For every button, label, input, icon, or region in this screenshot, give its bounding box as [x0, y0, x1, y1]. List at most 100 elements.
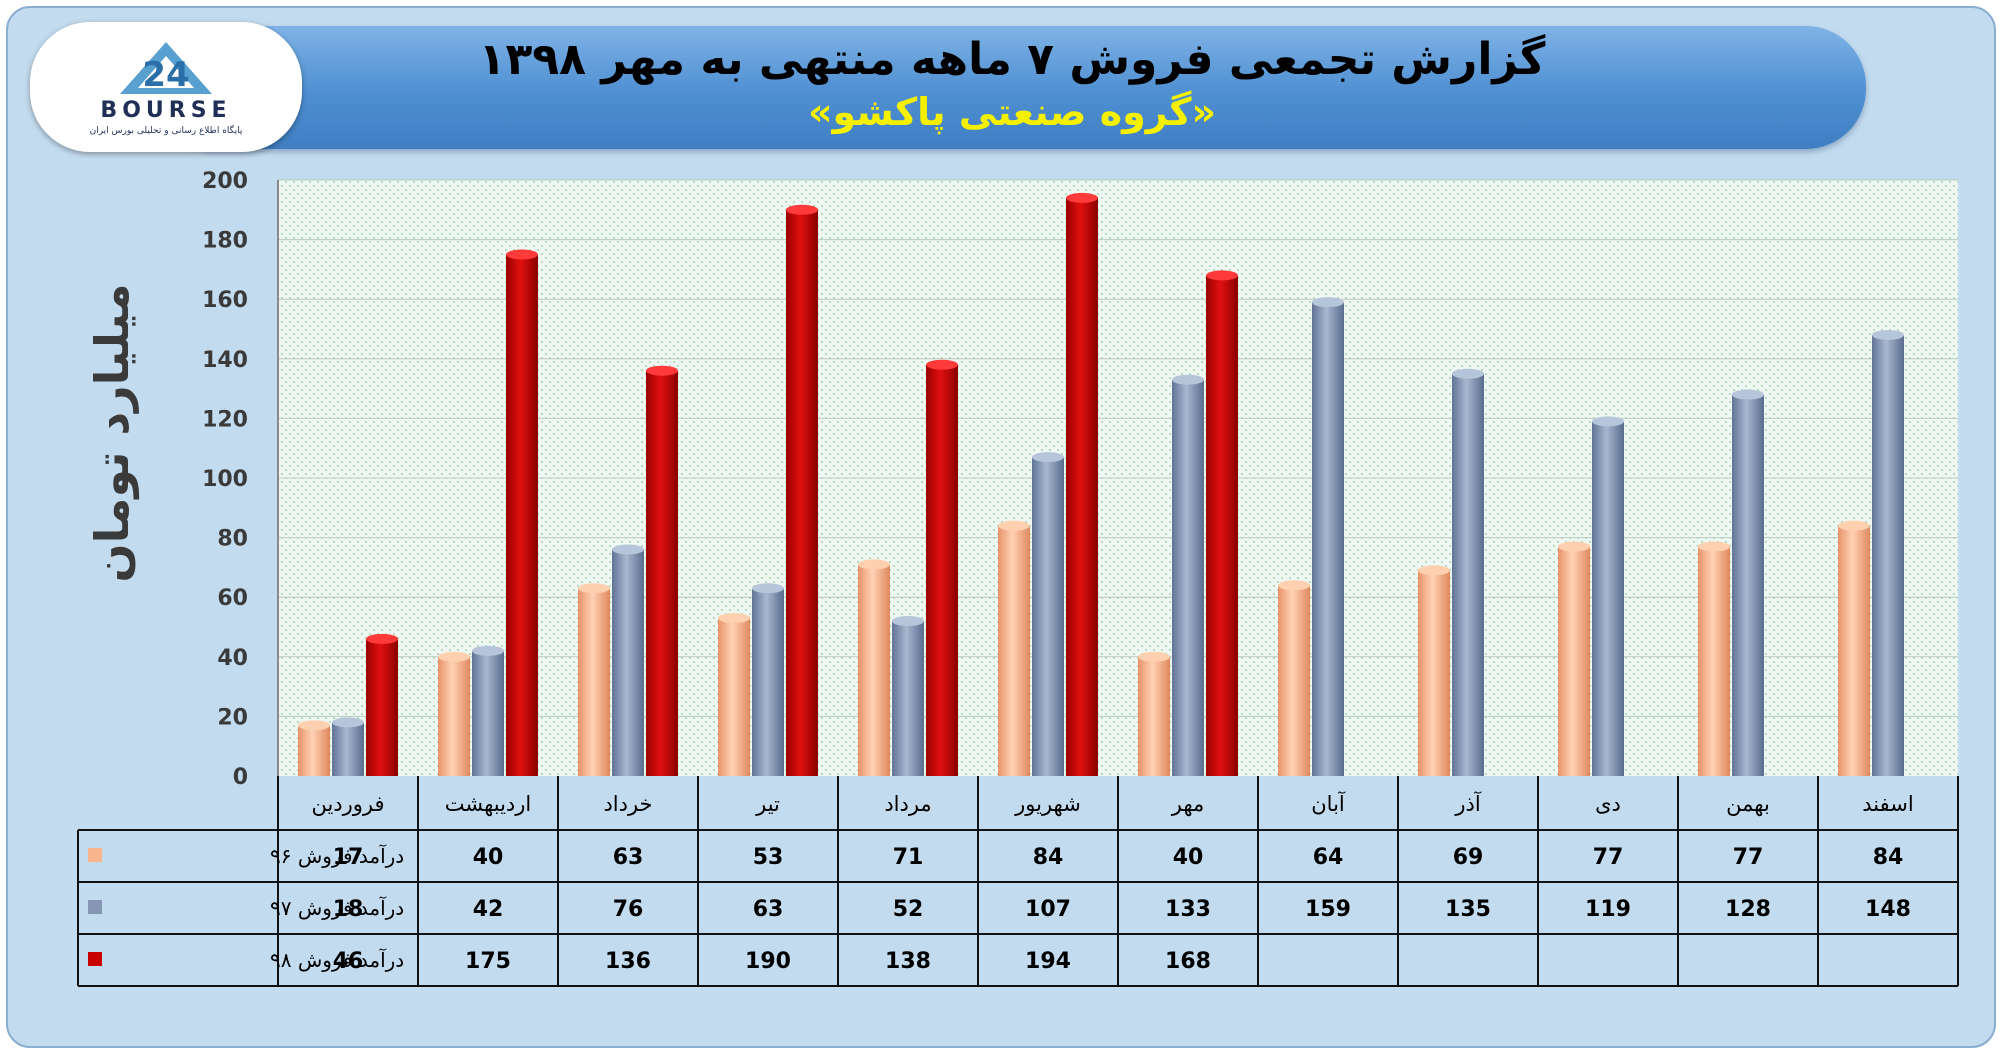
data-label: 84: [1033, 845, 1064, 870]
data-label: 135: [1445, 897, 1491, 922]
data-label: 69: [1453, 845, 1484, 870]
bar-series-3-6: [1066, 197, 1098, 776]
logo-caption: پایگاه اطلاع رسانی و تحلیلی بورس ایران: [89, 126, 243, 136]
data-label: 119: [1585, 897, 1631, 922]
data-label: 42: [473, 897, 504, 922]
data-label: 138: [885, 949, 931, 974]
bar-series-3-7: [1206, 275, 1238, 776]
bar-series-1-3: [578, 588, 610, 776]
x-tick-label: مهر: [1171, 792, 1205, 816]
bar-series-1-5: [858, 564, 890, 776]
bar-cap: [1138, 651, 1170, 662]
x-tick-label: شهریور: [1014, 792, 1081, 816]
bar-cap: [1592, 416, 1624, 427]
bar-series-2-1: [332, 722, 364, 776]
chart-frame: 0 20 40 60 80 100 120 140 160 180 200 میلیارد توما…: [6, 6, 1996, 1048]
bar-series-1-2: [438, 656, 470, 776]
y-tick-label: 120: [202, 407, 248, 432]
data-label: 18: [333, 897, 364, 922]
bar-series-2-5: [892, 621, 924, 776]
bar-cap: [1698, 541, 1730, 552]
bar-cap: [1872, 329, 1904, 340]
bar-series-1-1: [298, 725, 330, 776]
bar-series-2-7: [1172, 379, 1204, 776]
bar-cap: [926, 359, 958, 370]
bar-series-1-6: [998, 525, 1030, 776]
y-tick-label: 180: [202, 229, 248, 254]
bar-series-2-6: [1032, 457, 1064, 776]
data-label: 40: [1173, 845, 1204, 870]
data-label: 77: [1733, 845, 1764, 870]
title-banner: گزارش تجمعی فروش ۷ ماهه منتهی به مهر ۱۳۹…: [158, 26, 1866, 149]
bar-cap: [1032, 452, 1064, 463]
bar-series-2-4: [752, 588, 784, 776]
bar-cap: [332, 717, 364, 728]
legend-swatch-series-2: [88, 900, 102, 914]
data-label: 17: [333, 845, 364, 870]
bar-cap: [612, 544, 644, 555]
bar-cap: [1732, 389, 1764, 400]
data-label: 71: [893, 845, 924, 870]
data-label: 175: [465, 949, 511, 974]
data-label: 148: [1865, 897, 1911, 922]
bar-series-1-7: [1138, 656, 1170, 776]
bar-cap: [438, 651, 470, 662]
data-label: 63: [753, 897, 784, 922]
bar-cap: [1278, 580, 1310, 591]
legend-label-series-3: درآمد فروش ۹۸: [270, 947, 404, 972]
data-label: 128: [1725, 897, 1771, 922]
bar-series-2-2: [472, 650, 504, 776]
x-tick-label: دی: [1595, 792, 1621, 816]
bar-series-1-9: [1418, 570, 1450, 776]
chart-title: گزارش تجمعی فروش ۷ ماهه منتهی به مهر ۱۳۹…: [478, 34, 1546, 85]
bar-series-2-8: [1312, 302, 1344, 776]
y-tick-label: 80: [217, 527, 248, 552]
data-label: 52: [893, 897, 924, 922]
bar-series-3-4: [786, 209, 818, 777]
data-label: 46: [333, 949, 364, 974]
bar-cap: [752, 583, 784, 594]
bar-series-1-4: [718, 618, 750, 776]
bar-series-2-3: [612, 549, 644, 776]
data-label: 84: [1873, 845, 1904, 870]
logo-wordmark: BOURSE: [100, 98, 232, 123]
bar-cap: [1206, 270, 1238, 281]
data-label: 107: [1025, 897, 1071, 922]
x-tick-label: بهمن: [1726, 792, 1770, 816]
bar-series-2-11: [1732, 394, 1764, 776]
bar-cap: [366, 633, 398, 644]
bar-cap: [1066, 192, 1098, 203]
bar-cap: [298, 720, 330, 731]
y-axis-label: میلیارد تومان: [85, 283, 139, 582]
y-tick-label: 200: [202, 169, 248, 194]
y-tick-label: 0: [233, 765, 248, 790]
data-label: 40: [473, 845, 504, 870]
data-label: 77: [1593, 845, 1624, 870]
chart-subtitle: «گروه صنعتی پاکشو»: [807, 90, 1217, 134]
bar-series-2-10: [1592, 421, 1624, 776]
bar-cap: [998, 520, 1030, 531]
data-label: 53: [753, 845, 784, 870]
y-tick-label: 40: [217, 646, 248, 671]
data-label: 159: [1305, 897, 1351, 922]
legend-swatch-series-1: [88, 848, 102, 862]
bar-cap: [578, 583, 610, 594]
chart-svg: 0 20 40 60 80 100 120 140 160 180 200 میلیارد توما…: [77, 169, 1959, 987]
y-tick-label: 20: [217, 705, 248, 730]
bar-cap: [506, 249, 538, 260]
x-tick-label: آذر: [1454, 791, 1481, 816]
bar-series-2-9: [1452, 373, 1484, 776]
data-label: 133: [1165, 897, 1211, 922]
x-tick-label: خرداد: [603, 792, 652, 816]
bar-series-1-8: [1278, 585, 1310, 776]
bar-cap: [1452, 368, 1484, 379]
y-tick-label: 140: [202, 348, 248, 373]
x-tick-label: اسفند: [1862, 792, 1913, 816]
x-tick-label: آبان: [1311, 791, 1346, 816]
bar-cap: [472, 645, 504, 656]
data-label: 76: [613, 897, 644, 922]
bar-series-3-1: [366, 638, 398, 776]
data-label: 190: [745, 949, 791, 974]
data-label: 64: [1313, 845, 1344, 870]
bar-series-3-5: [926, 364, 958, 776]
